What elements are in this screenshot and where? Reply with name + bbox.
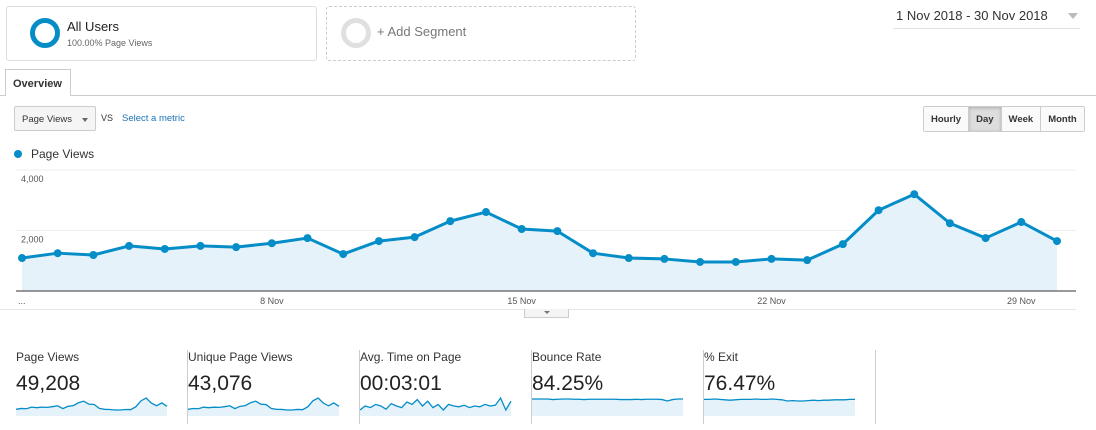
y-tick-label: 4,000: [21, 174, 44, 184]
data-point[interactable]: [232, 243, 241, 252]
add-segment-button[interactable]: + Add Segment: [326, 6, 636, 61]
sparkline-area: [704, 399, 855, 416]
sparkline-line: [532, 398, 683, 402]
data-point[interactable]: [446, 217, 455, 226]
data-point[interactable]: [303, 234, 312, 243]
metric-sparkline: [360, 396, 512, 416]
metric-exit[interactable]: % Exit 76.47%: [704, 350, 876, 424]
metric-avg-time-on-page[interactable]: Avg. Time on Page 00:03:01: [360, 350, 532, 424]
vs-label: VS: [101, 113, 114, 123]
data-point[interactable]: [1053, 237, 1061, 246]
data-point[interactable]: [339, 250, 348, 259]
tab-divider: [0, 95, 1096, 96]
data-point[interactable]: [660, 254, 669, 263]
legend-dot-icon: [14, 150, 22, 158]
chevron-down-icon: [82, 118, 88, 122]
data-point[interactable]: [267, 239, 276, 248]
data-point[interactable]: [624, 254, 633, 263]
segment-title: All Users: [67, 19, 120, 34]
metric-value: 43,076: [188, 372, 253, 395]
data-point[interactable]: [410, 233, 419, 242]
data-point[interactable]: [731, 257, 740, 266]
sparkline-area: [360, 398, 511, 416]
sparkline-line: [188, 397, 340, 411]
tab-overview[interactable]: Overview: [5, 69, 71, 96]
metric-sparkline: [704, 398, 855, 416]
data-point[interactable]: [874, 206, 883, 215]
metric-label: Avg. Time on Page: [360, 350, 462, 364]
data-point[interactable]: [374, 237, 383, 246]
x-tick-label: 15 Nov: [507, 296, 536, 306]
granularity-toggle: Hourly Day Week Month: [923, 106, 1085, 132]
data-point[interactable]: [838, 240, 847, 249]
metric-value: 76.47%: [704, 372, 776, 395]
metric-label: Unique Page Views: [188, 350, 293, 364]
metric-label: % Exit: [704, 350, 739, 364]
sparkline-area: [16, 398, 167, 416]
x-tick-label: 22 Nov: [757, 296, 786, 306]
x-tick-label: ...: [18, 296, 26, 306]
metric-value: 84.25%: [532, 372, 604, 395]
data-point[interactable]: [89, 251, 98, 260]
data-point[interactable]: [910, 190, 919, 199]
data-point[interactable]: [1017, 218, 1026, 227]
metric-dropdown[interactable]: Page Views: [14, 106, 96, 131]
granularity-week-button[interactable]: Week: [1001, 107, 1042, 131]
data-point[interactable]: [53, 249, 62, 258]
data-point[interactable]: [517, 224, 526, 233]
series-line: [21, 192, 1058, 264]
x-tick-label: 29 Nov: [1007, 296, 1036, 306]
legend-label: Page Views: [31, 147, 95, 161]
metric-page-views[interactable]: Page Views 49,208: [16, 350, 188, 424]
data-point[interactable]: [696, 257, 705, 266]
metric-bounce-rate[interactable]: Bounce Rate 84.25%: [532, 350, 704, 424]
data-point[interactable]: [553, 227, 562, 236]
metric-dropdown-value: Page Views: [22, 114, 72, 125]
metric-label: Bounce Rate: [532, 350, 602, 364]
x-tick-label: 8 Nov: [260, 296, 284, 306]
date-range-label: 1 Nov 2018 - 30 Nov 2018: [896, 8, 1048, 23]
add-segment-label: + Add Segment: [377, 24, 467, 39]
data-point[interactable]: [481, 208, 490, 217]
segment-ring-icon: [30, 18, 60, 48]
segment-all-users[interactable]: All Users 100.00% Page Views: [6, 6, 317, 61]
metric-value: 00:03:01: [360, 372, 442, 395]
granularity-month-button[interactable]: Month: [1041, 107, 1084, 131]
date-range-picker[interactable]: 1 Nov 2018 - 30 Nov 2018: [893, 8, 1080, 29]
data-point[interactable]: [803, 256, 812, 265]
data-point[interactable]: [767, 254, 776, 263]
metric-sparkline: [16, 397, 168, 416]
empty-segment-ring-icon: [341, 18, 371, 48]
granularity-day-button[interactable]: Day: [969, 107, 1002, 131]
data-point[interactable]: [160, 244, 169, 253]
data-point[interactable]: [945, 219, 954, 228]
data-point[interactable]: [196, 241, 205, 250]
sparkline-line: [16, 397, 168, 411]
metric-value: 49,208: [16, 372, 81, 395]
chevron-down-icon: [1068, 13, 1078, 19]
series-area: [22, 194, 1057, 291]
chart-legend: Page Views: [14, 147, 94, 161]
metric-label: Page Views: [16, 350, 80, 364]
data-point[interactable]: [125, 241, 134, 250]
metric-sparkline: [532, 398, 683, 416]
granularity-hourly-button[interactable]: Hourly: [924, 107, 970, 131]
segment-subtitle: 100.00% Page Views: [67, 38, 153, 48]
y-tick-label: 2,000: [21, 235, 44, 245]
sparkline-area: [188, 398, 339, 416]
metric-unique-page-views[interactable]: Unique Page Views 43,076: [188, 350, 360, 424]
sparkline-line: [704, 398, 855, 402]
page-views-chart: 4,000 2,000... 8 Nov 15 Nov 22 Nov 29 Nov: [0, 169, 1076, 310]
sparkline-area: [532, 399, 683, 416]
data-point[interactable]: [18, 254, 26, 263]
chart-collapse-handle[interactable]: [524, 309, 569, 318]
data-point[interactable]: [981, 234, 990, 243]
data-point[interactable]: [589, 249, 598, 258]
select-metric-link[interactable]: Select a metric: [122, 113, 185, 124]
metric-sparkline: [188, 397, 340, 416]
sparkline-line: [360, 396, 512, 412]
